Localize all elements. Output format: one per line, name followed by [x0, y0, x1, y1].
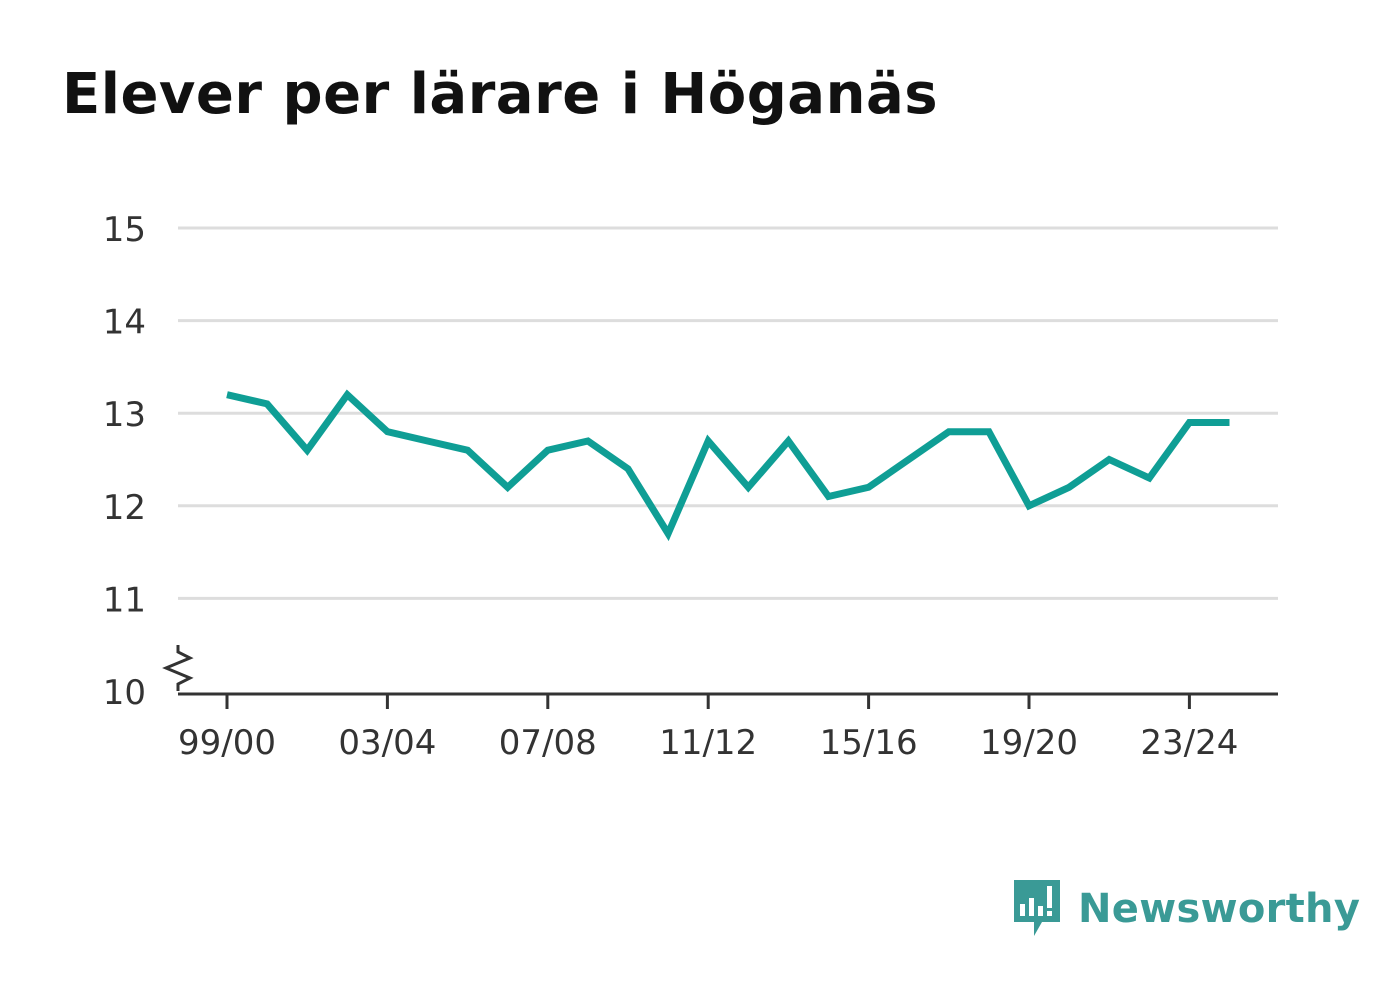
chart-title: Elever per lärare i Höganäs	[62, 62, 939, 127]
x-tick-label: 23/24	[1140, 723, 1238, 763]
x-tick-label: 03/04	[338, 723, 436, 763]
y-axis-ticks: 10 11 12 13 14 15	[103, 210, 146, 713]
series-group	[226, 389, 1230, 542]
axis-break-zigzag	[162, 645, 194, 691]
y-tick-label: 12	[103, 488, 146, 528]
x-tick-label: 15/16	[820, 723, 918, 763]
y-tick-label: 13	[103, 395, 146, 435]
series-line-0	[226, 389, 1230, 542]
y-tick-label: 10	[103, 673, 146, 713]
x-axis-ticks: 99/00 03/04 07/08 11/12 15/16 19/20 23/24	[178, 694, 1238, 763]
brand-name: Newsworthy	[1078, 886, 1361, 932]
x-tick-label: 07/08	[499, 723, 597, 763]
x-tick-label: 19/20	[980, 723, 1078, 763]
x-tick-label: 99/00	[178, 723, 276, 763]
newsworthy-logo: Newsworthy	[1010, 878, 1360, 940]
y-tick-label: 11	[103, 580, 146, 620]
axis-break-icon	[162, 645, 194, 691]
x-tick-label: 11/12	[659, 723, 757, 763]
y-tick-label: 15	[103, 210, 146, 250]
y-tick-label: 14	[103, 303, 146, 343]
newsworthy-logo-icon	[1014, 880, 1060, 936]
gridlines	[178, 226, 1278, 600]
